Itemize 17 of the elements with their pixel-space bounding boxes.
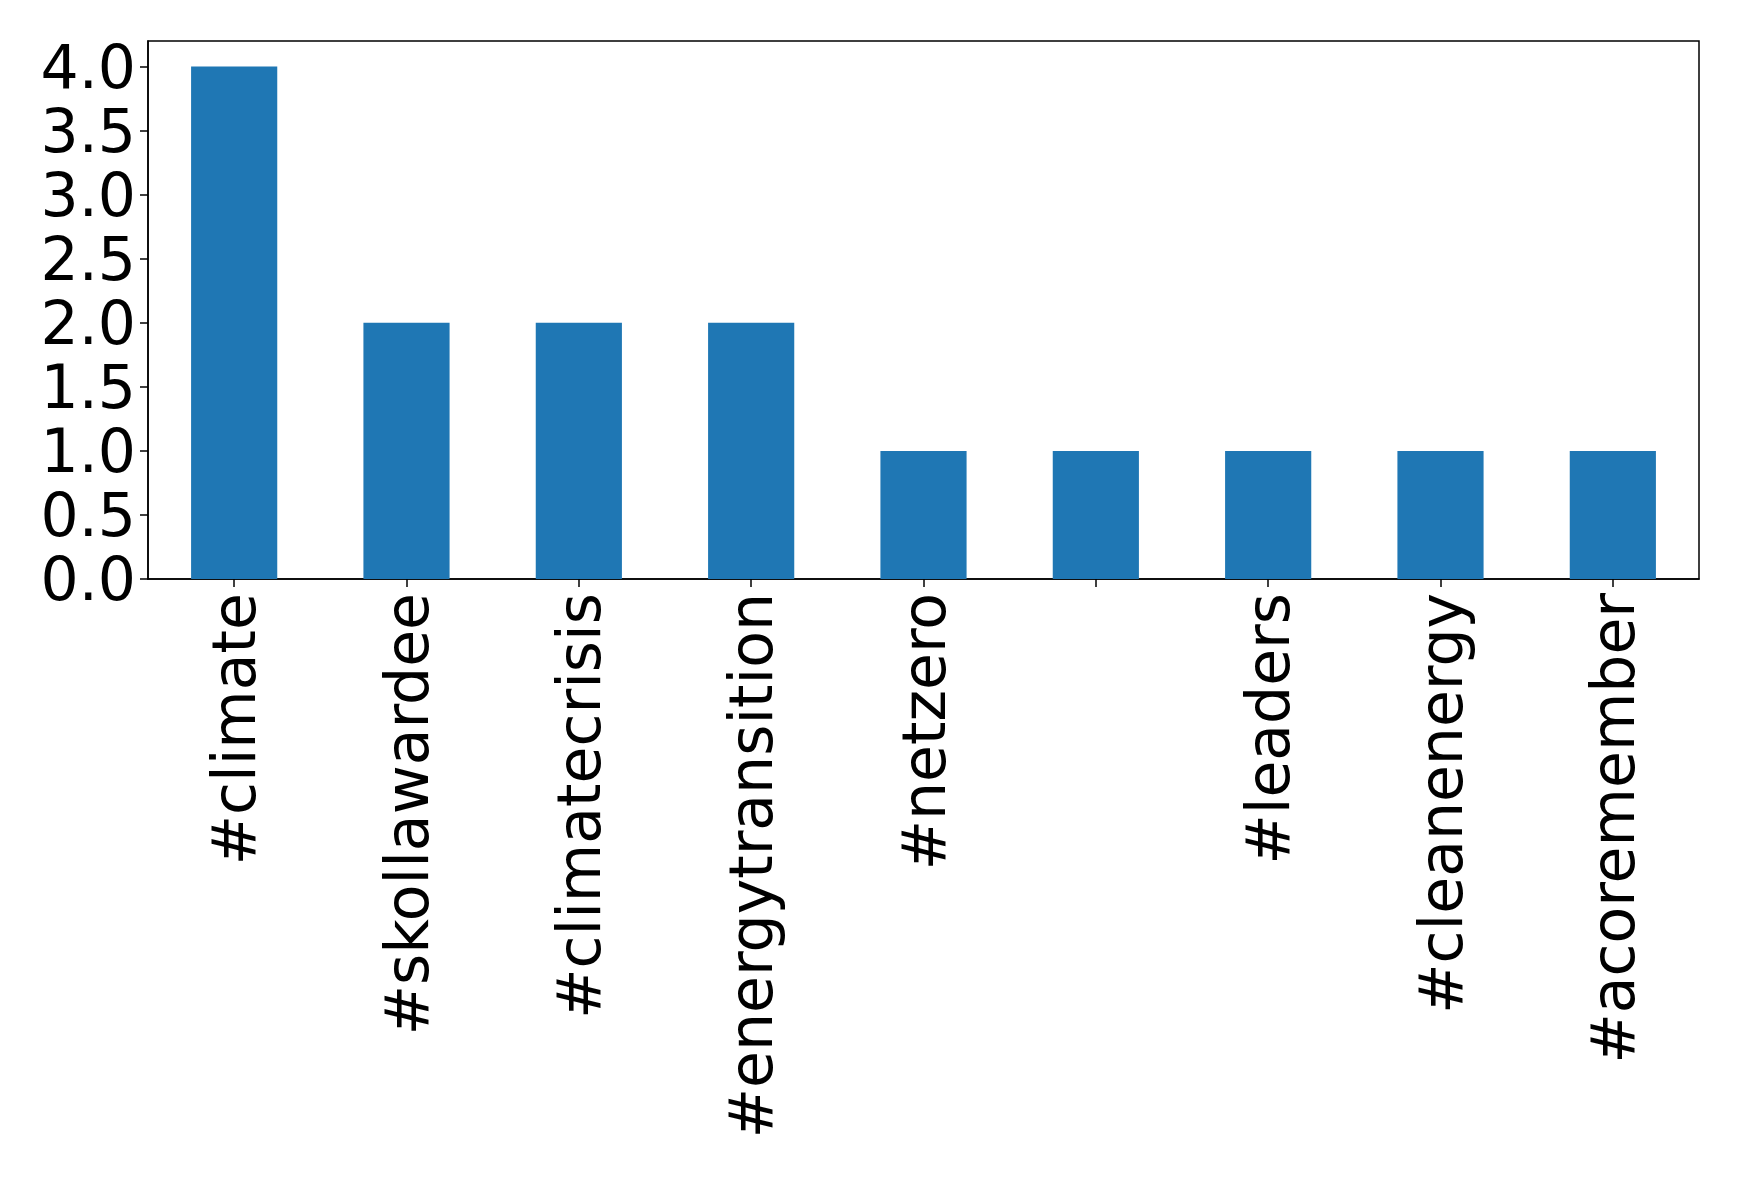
bar (708, 322, 795, 579)
x-tick-label: #cleanenergy (1405, 593, 1476, 1014)
bar (1569, 450, 1656, 579)
x-tick-label: #acoremember (1577, 592, 1648, 1064)
x-tick-label: #leaders (1233, 593, 1304, 865)
x-tick-label: #climatecrisis (543, 593, 614, 1019)
bar (363, 322, 450, 579)
bar (1225, 450, 1312, 579)
x-tick-label: #skollawardee (371, 593, 442, 1036)
bar (191, 66, 278, 579)
x-tick-label: #energytransition (716, 593, 787, 1139)
x-tick-label: #climate (199, 593, 270, 866)
x-tick-label: #netzero (888, 593, 959, 871)
bar (535, 322, 622, 579)
bar (1052, 450, 1139, 579)
bar (1397, 450, 1484, 579)
bar (880, 450, 967, 579)
